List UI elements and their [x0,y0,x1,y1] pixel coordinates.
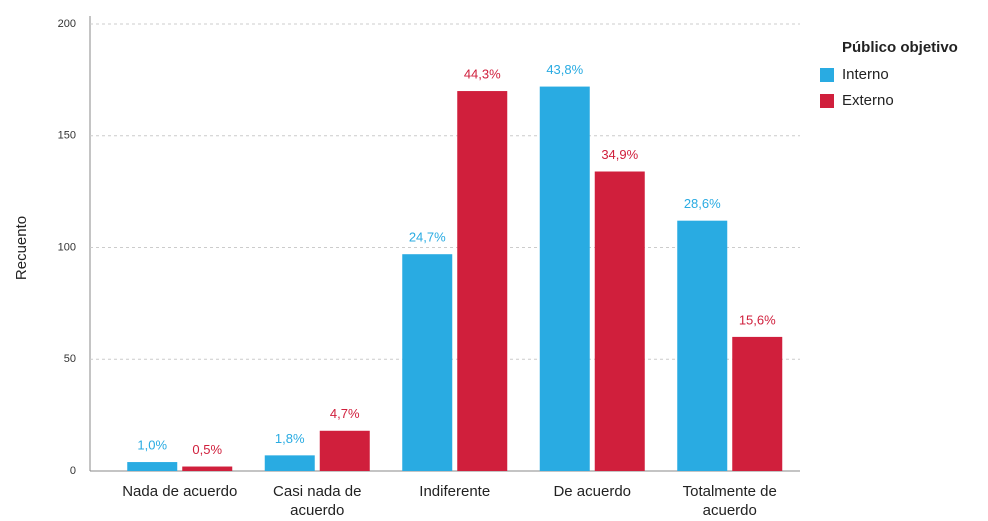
legend-label: Externo [842,92,894,109]
data-label: 43,8% [546,62,583,77]
data-label: 4,7% [330,406,360,421]
bar [182,466,233,471]
x-tick-label: Nada de acuerdo [122,483,238,500]
bar [732,336,783,471]
bar [127,462,178,471]
y-tick-label: 150 [58,130,76,142]
data-label: 1,8% [275,431,305,446]
y-tick-label: 200 [58,18,76,30]
data-label: 44,3% [464,66,501,81]
y-axis-label: Recuento [13,216,30,280]
bar [457,91,508,472]
legend-swatch [820,94,834,108]
y-tick-label: 0 [70,465,76,477]
x-tick-label: Totalmente de acuerdo [682,483,777,519]
bar [319,430,370,471]
data-label: 0,5% [192,442,222,457]
x-tick-label: De acuerdo [553,483,632,500]
legend-swatch [820,68,834,82]
bar [539,86,590,471]
y-tick-label: 100 [58,241,76,253]
data-label: 1,0% [137,437,167,452]
x-tick-label: Indiferente [419,483,491,500]
legend-title: Público objetivo [842,39,958,56]
legend-label: Interno [842,66,889,83]
bar [677,220,728,471]
bar [402,254,453,471]
bar [594,171,645,471]
data-label: 28,6% [684,196,721,211]
y-tick-label: 50 [64,353,76,365]
bar [264,455,315,471]
data-label: 24,7% [409,230,446,245]
data-label: 34,9% [601,147,638,162]
data-label: 15,6% [739,312,776,327]
x-tick-label: Casi nada de acuerdo [273,483,362,519]
